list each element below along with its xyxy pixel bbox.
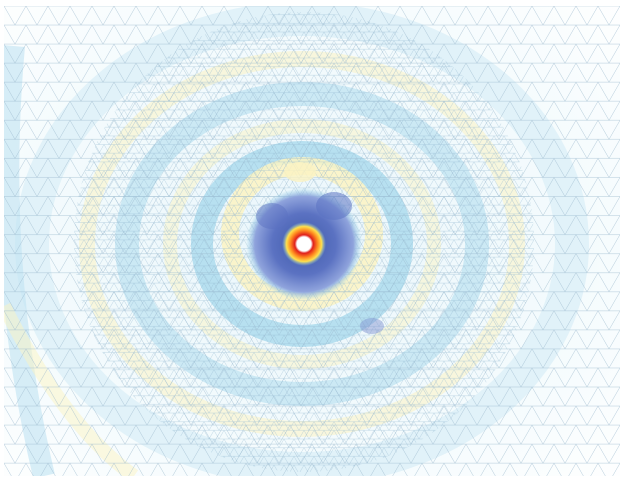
hot-spot-center bbox=[299, 239, 309, 249]
mesh-field-figure bbox=[4, 6, 620, 476]
core-blob bbox=[246, 162, 384, 334]
